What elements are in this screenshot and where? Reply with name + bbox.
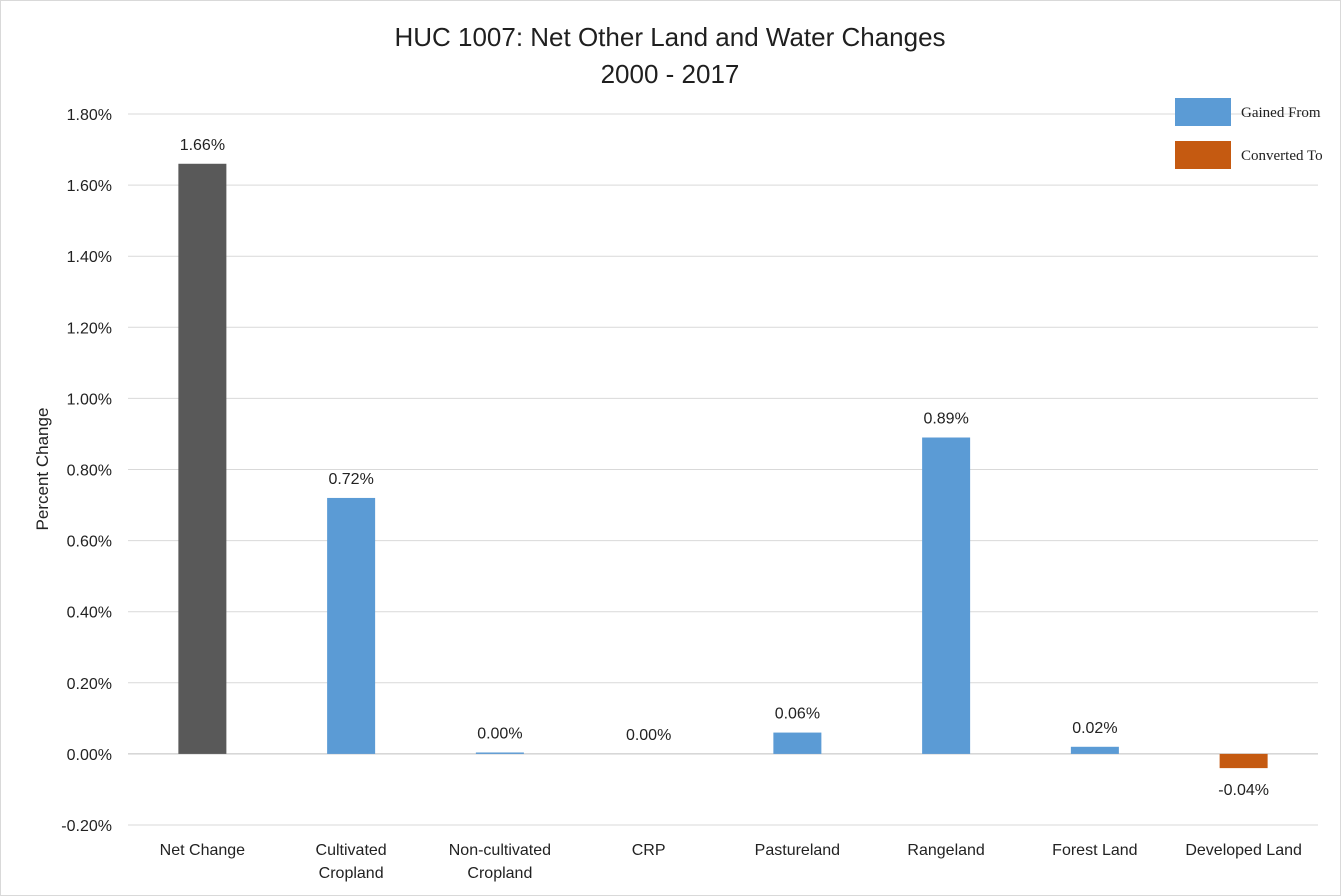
category-label: Non-cultivated [449, 842, 551, 859]
chart-title: HUC 1007: Net Other Land and Water Chang… [394, 22, 945, 52]
category-label: Pastureland [755, 842, 840, 859]
bar [922, 437, 971, 754]
y-tick-label: 0.60% [67, 534, 112, 551]
y-tick-label: 0.40% [67, 605, 112, 622]
legend-swatch [1175, 98, 1231, 126]
chart-subtitle: 2000 - 2017 [601, 59, 740, 89]
data-label: 0.89% [923, 411, 968, 428]
category-label: CRP [632, 842, 666, 859]
legend-label: Gained From [1241, 105, 1321, 121]
category-label: Developed Land [1185, 842, 1302, 859]
category-label: Cropland [319, 865, 384, 882]
bar [475, 752, 524, 754]
y-tick-label: 0.80% [67, 463, 112, 480]
data-label: 0.00% [626, 727, 671, 744]
data-label: 0.72% [328, 471, 373, 488]
category-label: Rangeland [907, 842, 984, 859]
data-label: 0.06% [775, 706, 820, 723]
y-tick-label: 1.20% [67, 320, 112, 337]
y-tick-label: 1.80% [67, 107, 112, 124]
y-tick-label: 0.00% [67, 747, 112, 764]
bar [327, 497, 376, 754]
legend-label: Converted To [1241, 148, 1323, 164]
legend-swatch [1175, 141, 1231, 169]
bar [1219, 753, 1268, 769]
y-tick-label: 1.00% [67, 391, 112, 408]
y-tick-label: -0.20% [61, 818, 112, 835]
bar [1070, 746, 1119, 754]
data-label: 0.00% [477, 725, 522, 742]
category-label: Cultivated [316, 842, 387, 859]
data-label: -0.04% [1218, 782, 1269, 799]
data-label: 0.02% [1072, 720, 1117, 737]
y-axis-title: Percent Change [33, 408, 52, 531]
category-label: Cropland [467, 865, 532, 882]
category-label: Forest Land [1052, 842, 1137, 859]
bar [773, 732, 822, 754]
y-tick-label: 1.40% [67, 249, 112, 266]
y-tick-label: 1.60% [67, 178, 112, 195]
y-tick-label: 0.20% [67, 676, 112, 693]
data-label: 1.66% [180, 137, 225, 154]
bar [178, 163, 227, 754]
category-label: Net Change [160, 842, 245, 859]
